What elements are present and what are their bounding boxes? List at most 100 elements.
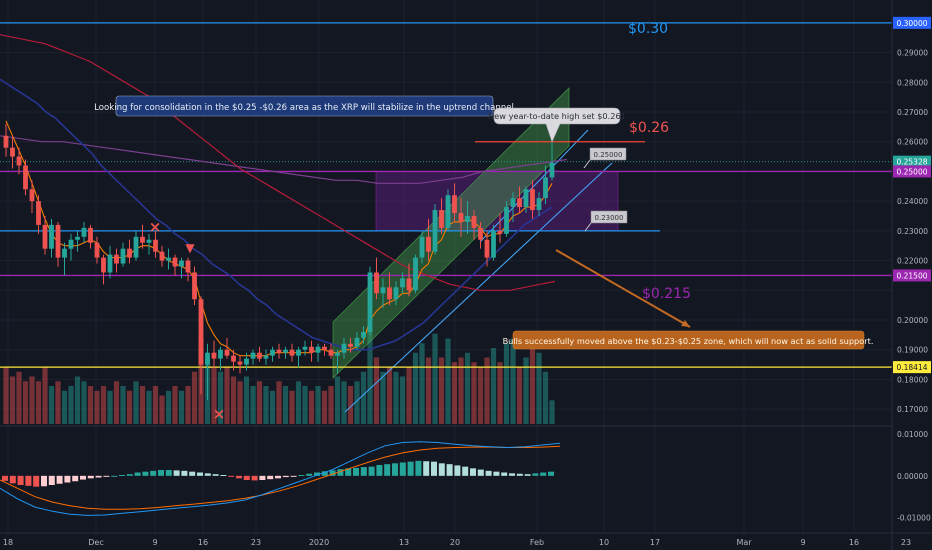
volume-bar — [113, 381, 120, 424]
macd-histogram-bar — [399, 462, 406, 476]
ma-red — [0, 34, 556, 291]
macd-histogram-bar — [431, 461, 437, 476]
candle-body — [153, 239, 158, 252]
macd-histogram-bar — [298, 475, 305, 476]
macd-histogram-bar — [470, 468, 476, 476]
volume-bar — [3, 367, 9, 424]
candle-body — [393, 287, 399, 300]
box-bottom-tag[interactable]: 0.23000 — [584, 210, 628, 232]
candlesticks[interactable] — [3, 123, 555, 401]
macd-histogram-bar — [126, 474, 133, 476]
channel-upper-line — [479, 129, 589, 243]
candle-body — [88, 227, 93, 243]
candle-body — [127, 248, 132, 258]
high-note-callout[interactable]: New year-to-date high set $0.261 — [488, 107, 626, 143]
ma-purple — [0, 135, 568, 184]
volume-bar — [120, 386, 126, 424]
top-note-text: Looking for consolidation in the $0.25 -… — [94, 103, 514, 113]
macd-histogram-bar — [462, 466, 469, 476]
macd-histogram-bar — [181, 470, 188, 476]
macd-histogram-bar — [282, 475, 289, 478]
candle-body — [166, 257, 171, 261]
time-tick-label: 20 — [450, 538, 460, 547]
macd-histogram-bar — [516, 473, 523, 476]
time-tick-label: 2020 — [309, 538, 329, 547]
volume-bar — [490, 348, 497, 424]
volume-bar — [146, 390, 152, 424]
volume-bar — [406, 367, 412, 424]
volume-bar — [516, 367, 523, 424]
macd-histogram-bar — [290, 475, 297, 477]
macd-histogram-bar — [524, 474, 531, 476]
macd-histogram-bar — [64, 475, 71, 483]
macd-histogram-bar — [275, 475, 281, 479]
candle-body — [400, 278, 405, 288]
macd-histogram-bar — [438, 463, 445, 476]
candle-body — [257, 352, 262, 359]
volume-bar — [94, 390, 100, 424]
volume-bar — [61, 390, 68, 424]
volume-bar — [172, 386, 178, 424]
candle-body — [36, 201, 41, 225]
bottom-note-callout[interactable]: Bulls successfully moved above the $0.23… — [503, 330, 874, 350]
macd-histogram-bar — [368, 466, 375, 476]
volume-bar — [380, 371, 386, 424]
candle-body — [341, 343, 347, 353]
price-tick-label: 0.27000 — [897, 108, 928, 117]
candle-body — [263, 355, 269, 359]
macd-histogram-bar — [485, 470, 492, 476]
box-top-tag[interactable]: 0.25000 — [583, 147, 627, 169]
candle-body — [309, 346, 314, 353]
price-tag-label: 0.30000 — [896, 19, 927, 28]
candle-body — [543, 177, 548, 199]
volume-bar — [471, 362, 477, 424]
volume-bar — [334, 376, 341, 424]
macd-histogram-bar — [9, 475, 16, 484]
volume-bar — [360, 371, 367, 424]
macd-histogram-bar — [80, 475, 86, 480]
channel-support-line — [344, 162, 613, 413]
price-tag — [893, 269, 931, 282]
volume-bar — [289, 390, 295, 424]
sell-marker-1: × — [149, 218, 162, 236]
time-tick-label: 16 — [198, 538, 208, 547]
candle-body — [101, 257, 106, 273]
macd-histogram-bar — [243, 475, 250, 480]
top-note-callout[interactable]: Looking for consolidation in the $0.25 -… — [94, 95, 514, 117]
macd-histogram-bar — [306, 473, 313, 476]
candle-body — [439, 210, 444, 228]
time-tick-label: 9 — [800, 538, 805, 547]
macd-histogram-bar — [415, 460, 422, 476]
volume-bar — [81, 381, 87, 424]
price-tick-label: 0.20000 — [897, 316, 928, 325]
candle-body — [413, 257, 418, 291]
volume-bar — [165, 390, 172, 424]
macd-histogram-bar — [95, 475, 102, 478]
volume-bar — [224, 367, 230, 424]
candle-body — [523, 189, 529, 208]
price-tick-label: 0.26000 — [897, 138, 928, 147]
macd-histogram-bar — [48, 475, 55, 485]
candle-body — [133, 236, 139, 258]
volume-bar — [484, 357, 490, 424]
candle-body — [380, 287, 386, 294]
candle-body — [16, 156, 22, 166]
volume-bar — [9, 376, 16, 424]
volume-bar — [22, 381, 29, 424]
candle-body — [510, 198, 516, 208]
candle-body — [172, 257, 178, 267]
candle-body — [374, 272, 379, 294]
volume-bar — [35, 381, 42, 424]
candle-body — [29, 189, 35, 202]
price-axis[interactable]: 0.29000 0.28000 0.27000 0.26000 0.24000 0.230… — [891, 0, 932, 550]
volume-bar — [497, 362, 503, 424]
macd-histogram-bar — [228, 475, 235, 477]
volume-bar — [107, 390, 113, 424]
volume-bar — [217, 371, 224, 424]
candle-body — [140, 236, 145, 243]
macd-histogram-bar — [2, 475, 8, 481]
macd-tick-label: -0.01000 — [897, 514, 931, 523]
time-axis[interactable]: 18 Dec 9 16 23 2020 13 20 Feb 10 17 Mar 9 16 23 — [0, 532, 932, 547]
macd-histogram-bar — [111, 475, 118, 477]
